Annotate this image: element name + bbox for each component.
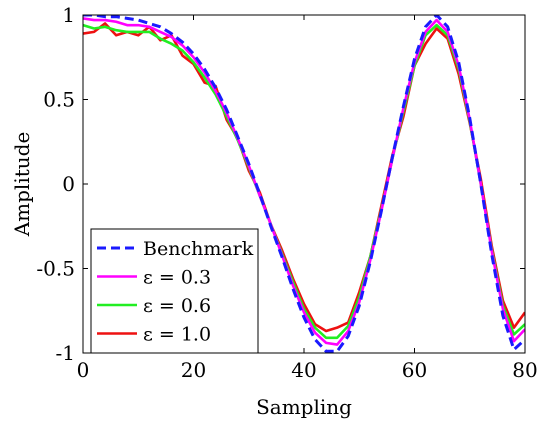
- y-tick-label: -0.5: [36, 257, 75, 281]
- legend: Benchmark ε = 0.3 ε = 0.6 ε = 1.0: [90, 228, 259, 354]
- legend-label: ε = 0.6: [143, 295, 211, 317]
- x-tick-label: 80: [512, 358, 537, 382]
- x-tick-label: 60: [402, 358, 427, 382]
- y-tick-label: 1: [62, 3, 75, 27]
- series-layer: [83, 15, 525, 353]
- series-line-0: [83, 15, 525, 353]
- x-tick-label: 40: [291, 358, 316, 382]
- legend-label: ε = 1.0: [143, 324, 211, 346]
- x-tick-label: 0: [77, 358, 90, 382]
- y-tick-label: 0.5: [43, 88, 75, 112]
- x-tick-label: 20: [181, 358, 206, 382]
- y-tick-label: -1: [56, 341, 75, 365]
- x-axis-label: Sampling: [256, 395, 352, 419]
- y-tick-label: 0: [62, 172, 75, 196]
- ticks-layer: 0 20 40 60 80 -1 -0.5 0 0.5 1: [36, 3, 537, 382]
- y-axis-label: Amplitude: [10, 132, 34, 238]
- legend-label: Benchmark: [143, 238, 254, 260]
- legend-label: ε = 0.3: [143, 267, 211, 289]
